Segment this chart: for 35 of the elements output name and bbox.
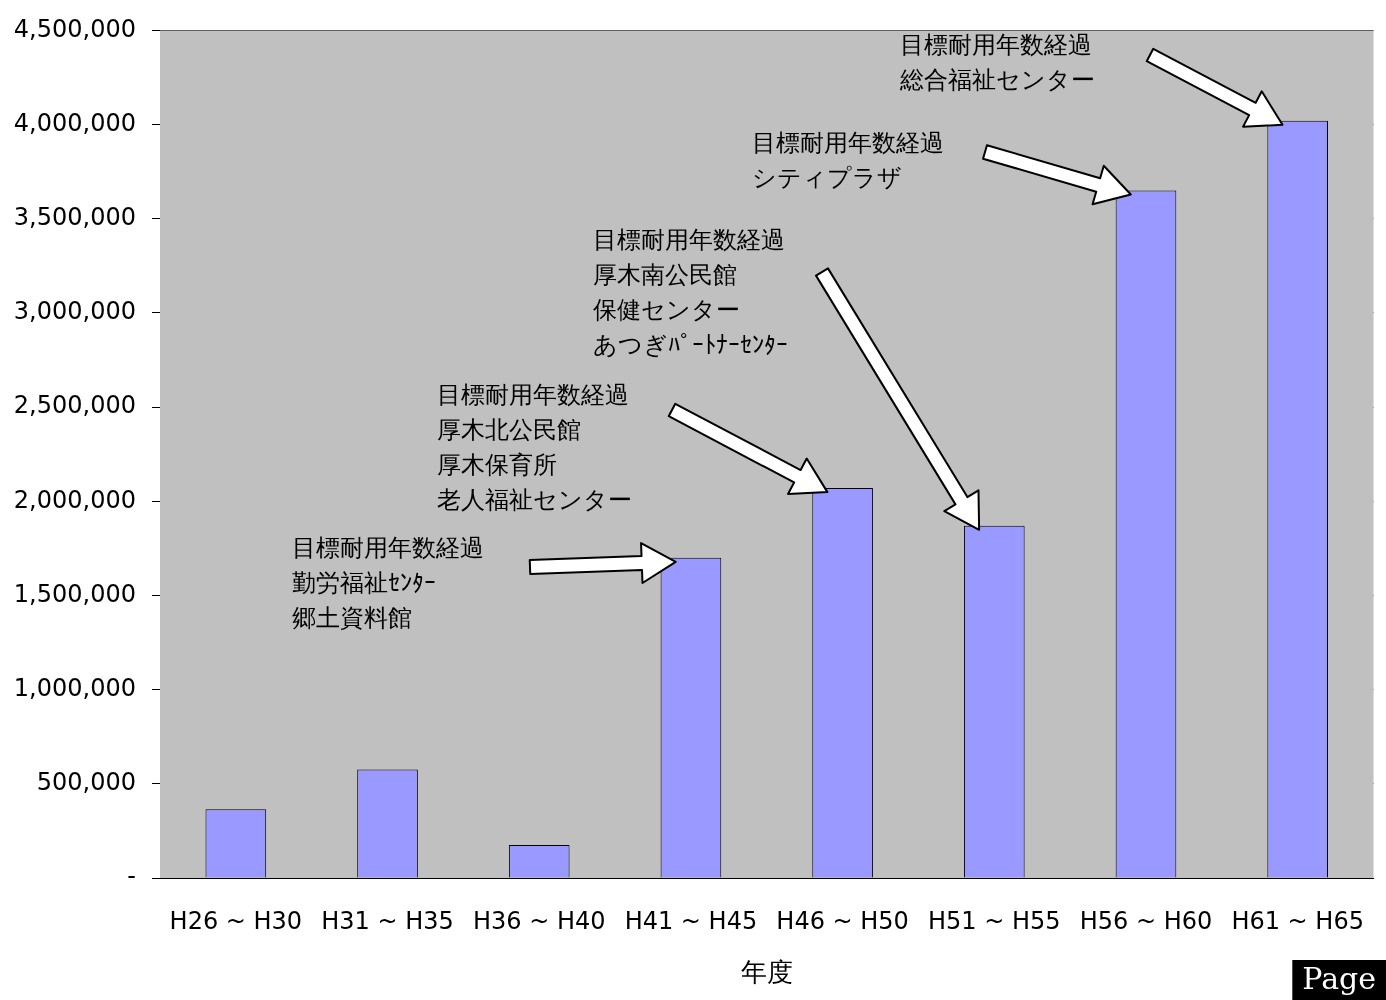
annotation: 厚木北公民館 [437, 416, 581, 445]
x-tick-label: H31 ~ H35 [321, 906, 454, 935]
x-tick-label: H46 ~ H50 [776, 906, 909, 935]
y-tick-label: 1,500,000 [13, 579, 136, 608]
x-tick-label: H41 ~ H45 [624, 906, 758, 935]
x-tick-label: H56 ~ H60 [1079, 906, 1213, 935]
annotation: 総合福祉センター [899, 66, 1095, 95]
y-tick-label: 2,500,000 [13, 391, 136, 420]
annotation: 老人福祉センター [437, 486, 632, 515]
y-tick-label: - [127, 862, 136, 891]
y-tick-label: 4,000,000 [13, 108, 136, 137]
annotation: 目標耐用年数経過 [437, 381, 629, 410]
y-tick-label: 500,000 [36, 768, 136, 797]
y-tick-label: 3,000,000 [13, 297, 136, 326]
y-tick-label: 2,000,000 [13, 485, 136, 514]
x-tick-label: H26 ~ H30 [169, 906, 303, 935]
annotation: シティプラザ [752, 164, 902, 193]
annotation: 郷土資料館 [292, 604, 412, 633]
annotation: あつぎﾊﾟｰﾄﾅｰｾﾝﾀｰ [593, 331, 788, 360]
annotation: 勤労福祉ｾﾝﾀｰ [292, 569, 436, 598]
x-tick-label: H51 ~ H55 [928, 906, 1061, 935]
annotation: 目標耐用年数経過 [292, 534, 484, 563]
x-tick-label: H61 ~ H65 [1231, 906, 1364, 935]
annotation: 目標耐用年数経過 [593, 226, 785, 255]
x-axis-title: 年度 [740, 957, 793, 988]
annotation: 目標耐用年数経過 [900, 31, 1092, 60]
annotation: 厚木保育所 [437, 451, 557, 480]
annotation: 目標耐用年数経過 [752, 129, 944, 158]
y-tick-label: 3,500,000 [13, 202, 136, 231]
y-tick-label: 1,000,000 [13, 673, 136, 702]
text: Page [1302, 961, 1377, 996]
y-tick-label: 4,500,000 [13, 14, 136, 43]
annotation: 保健センター [593, 296, 740, 325]
annotation: 厚木南公民館 [593, 261, 737, 290]
x-tick-label: H36 ~ H40 [472, 906, 606, 935]
